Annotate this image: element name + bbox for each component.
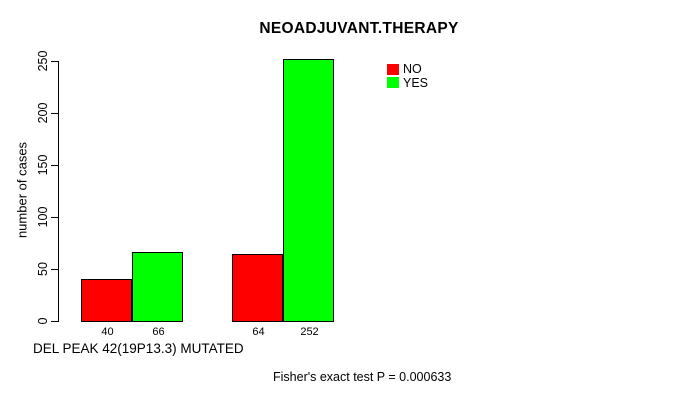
y-axis-line: [58, 61, 60, 322]
legend-row-yes: YES: [387, 75, 429, 90]
y-axis-tick: [51, 112, 59, 114]
bar-yes-group2: [283, 58, 334, 322]
y-axis-tick-label: 0: [36, 317, 50, 325]
y-axis-tick: [51, 164, 59, 166]
y-axis-tick-label: 250: [36, 50, 50, 72]
y-axis-label: number of cases: [14, 141, 30, 239]
bar-yes-group1: [132, 252, 183, 322]
bar-value-label: 64: [252, 325, 265, 338]
x-axis-note: DEL PEAK 42(19P13.3) MUTATED: [33, 341, 244, 356]
fisher-test-note: Fisher's exact test P = 0.000633: [273, 370, 452, 384]
legend: NO YES: [387, 63, 428, 90]
y-axis-tick: [51, 268, 59, 270]
y-axis-tick-label: 150: [36, 154, 50, 176]
bar-no-group2: [232, 254, 283, 322]
y-axis-tick: [51, 320, 59, 322]
chart-title: NEOADJUVANT.THERAPY: [259, 20, 459, 37]
bar-value-label: 40: [101, 325, 114, 338]
y-axis-tick: [51, 216, 59, 218]
bar-no-group1: [81, 279, 132, 322]
y-axis-tick: [51, 60, 59, 62]
legend-swatch-no: [387, 63, 399, 75]
legend-row-no: NO: [387, 63, 428, 75]
legend-label-no: NO: [403, 62, 422, 76]
bar-value-label: 66: [152, 325, 165, 338]
y-axis-tick-label: 200: [36, 102, 50, 124]
legend-label-yes: YES: [403, 75, 429, 90]
bar-value-label: 252: [300, 325, 319, 338]
legend-swatch-yes: [387, 77, 399, 88]
y-axis-tick-label: 50: [36, 262, 50, 276]
y-axis-tick-label: 100: [36, 206, 50, 228]
